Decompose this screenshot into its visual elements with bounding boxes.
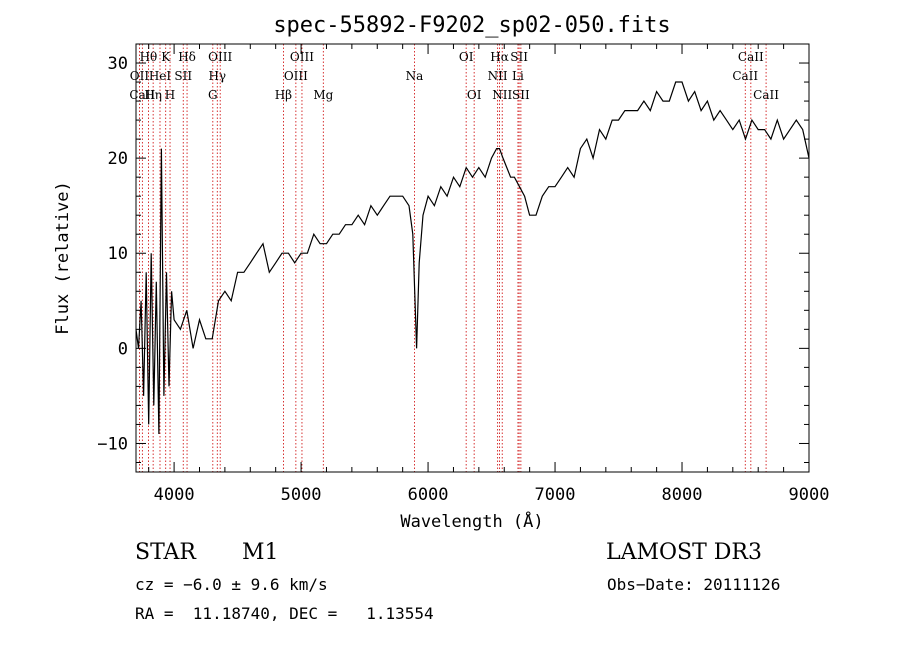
y-tick-label: 0 xyxy=(118,339,128,359)
line-label-nii: NII xyxy=(492,88,512,102)
coordinates: RA = 11.18740, DEC = 1.13554 xyxy=(135,604,434,623)
line-label-oii: OII xyxy=(130,69,150,83)
line-label-nii: NII xyxy=(488,69,508,83)
line-label-mg: Mg xyxy=(313,88,333,102)
y-axis: −10 0 10 20 30 xyxy=(97,43,809,463)
line-label-oiii: OIII xyxy=(290,50,314,64)
line-label-caii: CaII xyxy=(738,50,764,64)
redshift-value: cz = −6.0 ± 9.6 km/s xyxy=(135,575,328,594)
line-label-li: Li xyxy=(512,69,524,83)
y-axis-label: Flux (relative) xyxy=(53,181,73,335)
line-label-oiii: OIII xyxy=(284,69,308,83)
line-label-hθ: Hθ xyxy=(140,50,158,64)
x-tick-label: 8000 xyxy=(662,485,703,505)
plot-frame xyxy=(135,43,810,473)
x-tick-label: 7000 xyxy=(535,485,576,505)
line-label-g: G xyxy=(208,88,218,102)
chart-title: spec-55892-F9202_sp02-050.fits xyxy=(273,13,670,38)
y-tick-label: 20 xyxy=(108,149,128,169)
line-label-hei: HeI xyxy=(149,69,172,83)
line-label-sii: SII xyxy=(510,50,528,64)
line-label-oiii: OIII xyxy=(208,50,232,64)
x-axis-label: Wavelength (Å) xyxy=(400,510,543,532)
line-label-hγ: Hγ xyxy=(208,69,226,83)
y-tick-label: 30 xyxy=(108,54,128,74)
emission-line-markers xyxy=(139,44,767,472)
y-tick-label: −10 xyxy=(97,434,128,454)
line-label-k: K xyxy=(161,50,171,64)
obs-date: Obs−Date: 20111126 xyxy=(607,575,781,594)
line-label-oi: OI xyxy=(459,50,474,64)
line-label-h: H xyxy=(165,88,175,102)
survey-name: LAMOST DR3 xyxy=(606,540,762,565)
line-label-hη: Hη xyxy=(144,88,162,102)
x-axis: 4000 5000 6000 7000 8000 9000 xyxy=(148,44,830,505)
line-label-hα: Hα xyxy=(490,50,509,64)
line-label-caii: CaII xyxy=(732,69,758,83)
line-label-sii: SII xyxy=(174,69,192,83)
object-subclass: M1 xyxy=(242,540,279,565)
x-tick-label: 5000 xyxy=(281,485,322,505)
line-label-caii: CaII xyxy=(753,88,779,102)
line-label-hδ: Hδ xyxy=(178,50,196,64)
object-type: STAR xyxy=(135,540,196,565)
x-tick-label: 9000 xyxy=(789,485,830,505)
line-label-oi: OI xyxy=(467,88,482,102)
x-tick-label: 6000 xyxy=(408,485,449,505)
line-label-hβ: Hβ xyxy=(275,88,292,102)
line-label-na: Na xyxy=(406,69,424,83)
line-label-sii: SII xyxy=(512,88,530,102)
flux-line xyxy=(135,81,810,435)
x-tick-label: 4000 xyxy=(154,485,195,505)
y-tick-label: 10 xyxy=(108,244,128,264)
emission-line-labels: Hθ OII CaII Hη HeI K H SII Hδ OIII Hγ G Hβ OIII OIII Mg… xyxy=(129,50,779,102)
